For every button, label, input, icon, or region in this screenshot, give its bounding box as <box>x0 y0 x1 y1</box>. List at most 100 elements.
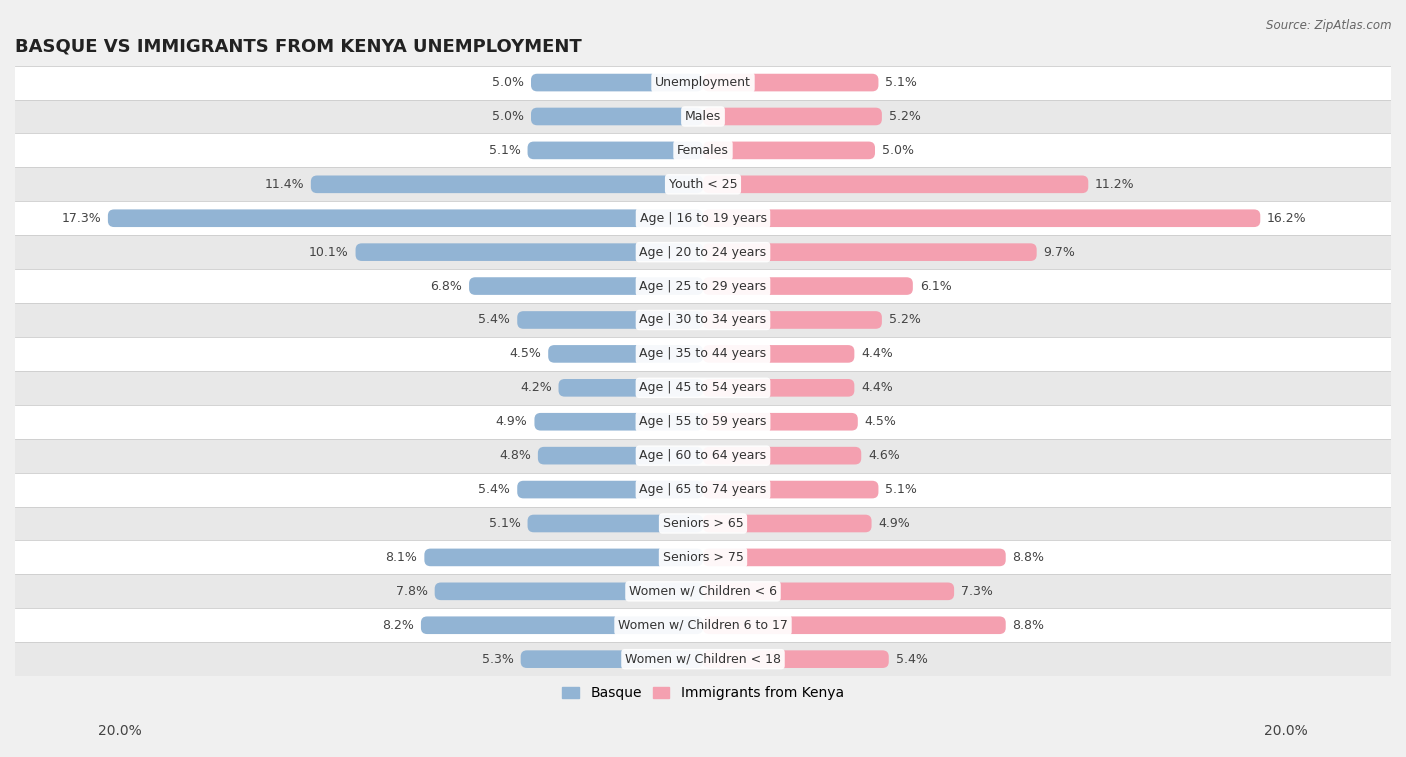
Text: 4.6%: 4.6% <box>868 449 900 463</box>
FancyBboxPatch shape <box>703 413 858 431</box>
FancyBboxPatch shape <box>703 481 879 498</box>
Text: 6.1%: 6.1% <box>920 279 952 292</box>
Text: 4.9%: 4.9% <box>879 517 910 530</box>
FancyBboxPatch shape <box>527 142 703 159</box>
Text: 5.4%: 5.4% <box>896 653 928 665</box>
Text: 5.2%: 5.2% <box>889 313 921 326</box>
Bar <box>15 540 1391 575</box>
FancyBboxPatch shape <box>108 210 703 227</box>
FancyBboxPatch shape <box>703 107 882 126</box>
FancyBboxPatch shape <box>703 447 862 465</box>
FancyBboxPatch shape <box>538 447 703 465</box>
FancyBboxPatch shape <box>703 549 1005 566</box>
FancyBboxPatch shape <box>703 243 1036 261</box>
Text: Seniors > 65: Seniors > 65 <box>662 517 744 530</box>
Text: Age | 60 to 64 years: Age | 60 to 64 years <box>640 449 766 463</box>
FancyBboxPatch shape <box>703 650 889 668</box>
Text: Males: Males <box>685 110 721 123</box>
Text: 7.3%: 7.3% <box>960 585 993 598</box>
FancyBboxPatch shape <box>703 379 855 397</box>
Bar <box>15 609 1391 642</box>
FancyBboxPatch shape <box>531 107 703 126</box>
Text: 5.2%: 5.2% <box>889 110 921 123</box>
Text: 16.2%: 16.2% <box>1267 212 1306 225</box>
Text: 9.7%: 9.7% <box>1043 246 1076 259</box>
FancyBboxPatch shape <box>703 616 1005 634</box>
Text: 5.3%: 5.3% <box>482 653 513 665</box>
Text: 5.1%: 5.1% <box>489 144 520 157</box>
Text: 5.1%: 5.1% <box>886 483 917 496</box>
Legend: Basque, Immigrants from Kenya: Basque, Immigrants from Kenya <box>557 681 849 706</box>
FancyBboxPatch shape <box>517 481 703 498</box>
FancyBboxPatch shape <box>703 311 882 329</box>
Bar <box>15 66 1391 99</box>
Text: Age | 20 to 24 years: Age | 20 to 24 years <box>640 246 766 259</box>
FancyBboxPatch shape <box>703 582 955 600</box>
Text: Age | 16 to 19 years: Age | 16 to 19 years <box>640 212 766 225</box>
Text: Women w/ Children 6 to 17: Women w/ Children 6 to 17 <box>619 618 787 632</box>
Text: 20.0%: 20.0% <box>98 724 142 738</box>
Bar <box>15 506 1391 540</box>
FancyBboxPatch shape <box>531 73 703 92</box>
Text: BASQUE VS IMMIGRANTS FROM KENYA UNEMPLOYMENT: BASQUE VS IMMIGRANTS FROM KENYA UNEMPLOY… <box>15 38 582 56</box>
Text: Age | 55 to 59 years: Age | 55 to 59 years <box>640 416 766 428</box>
Text: 17.3%: 17.3% <box>62 212 101 225</box>
Bar <box>15 269 1391 303</box>
Text: 8.2%: 8.2% <box>382 618 413 632</box>
Text: 5.4%: 5.4% <box>478 313 510 326</box>
Text: 20.0%: 20.0% <box>1264 724 1308 738</box>
Bar <box>15 337 1391 371</box>
Bar <box>15 99 1391 133</box>
Text: 4.8%: 4.8% <box>499 449 531 463</box>
Text: 5.0%: 5.0% <box>492 76 524 89</box>
Text: 6.8%: 6.8% <box>430 279 463 292</box>
Bar <box>15 439 1391 472</box>
FancyBboxPatch shape <box>520 650 703 668</box>
FancyBboxPatch shape <box>703 176 1088 193</box>
Bar <box>15 303 1391 337</box>
FancyBboxPatch shape <box>703 73 879 92</box>
FancyBboxPatch shape <box>420 616 703 634</box>
FancyBboxPatch shape <box>548 345 703 363</box>
FancyBboxPatch shape <box>356 243 703 261</box>
Text: 4.5%: 4.5% <box>865 416 897 428</box>
Text: 4.9%: 4.9% <box>496 416 527 428</box>
Text: 4.5%: 4.5% <box>509 347 541 360</box>
Text: Age | 30 to 34 years: Age | 30 to 34 years <box>640 313 766 326</box>
Text: Age | 25 to 29 years: Age | 25 to 29 years <box>640 279 766 292</box>
Text: Youth < 25: Youth < 25 <box>669 178 737 191</box>
Text: Women w/ Children < 6: Women w/ Children < 6 <box>628 585 778 598</box>
FancyBboxPatch shape <box>703 210 1260 227</box>
FancyBboxPatch shape <box>534 413 703 431</box>
Text: 5.1%: 5.1% <box>489 517 520 530</box>
Text: 4.4%: 4.4% <box>862 347 893 360</box>
Bar <box>15 575 1391 609</box>
FancyBboxPatch shape <box>703 142 875 159</box>
FancyBboxPatch shape <box>434 582 703 600</box>
Text: 11.2%: 11.2% <box>1095 178 1135 191</box>
Text: Unemployment: Unemployment <box>655 76 751 89</box>
Text: Women w/ Children < 18: Women w/ Children < 18 <box>626 653 780 665</box>
Text: 8.8%: 8.8% <box>1012 618 1045 632</box>
Text: 7.8%: 7.8% <box>396 585 427 598</box>
Text: 5.0%: 5.0% <box>492 110 524 123</box>
Bar <box>15 235 1391 269</box>
Text: Age | 35 to 44 years: Age | 35 to 44 years <box>640 347 766 360</box>
Text: 10.1%: 10.1% <box>309 246 349 259</box>
Text: 8.8%: 8.8% <box>1012 551 1045 564</box>
Bar <box>15 167 1391 201</box>
Text: Females: Females <box>678 144 728 157</box>
Text: 5.0%: 5.0% <box>882 144 914 157</box>
FancyBboxPatch shape <box>558 379 703 397</box>
FancyBboxPatch shape <box>470 277 703 295</box>
Text: 5.4%: 5.4% <box>478 483 510 496</box>
Text: Source: ZipAtlas.com: Source: ZipAtlas.com <box>1267 19 1392 32</box>
Text: Age | 45 to 54 years: Age | 45 to 54 years <box>640 382 766 394</box>
Bar <box>15 133 1391 167</box>
Text: 8.1%: 8.1% <box>385 551 418 564</box>
Bar <box>15 642 1391 676</box>
Text: 4.2%: 4.2% <box>520 382 551 394</box>
FancyBboxPatch shape <box>703 345 855 363</box>
Bar <box>15 405 1391 439</box>
Text: Age | 65 to 74 years: Age | 65 to 74 years <box>640 483 766 496</box>
